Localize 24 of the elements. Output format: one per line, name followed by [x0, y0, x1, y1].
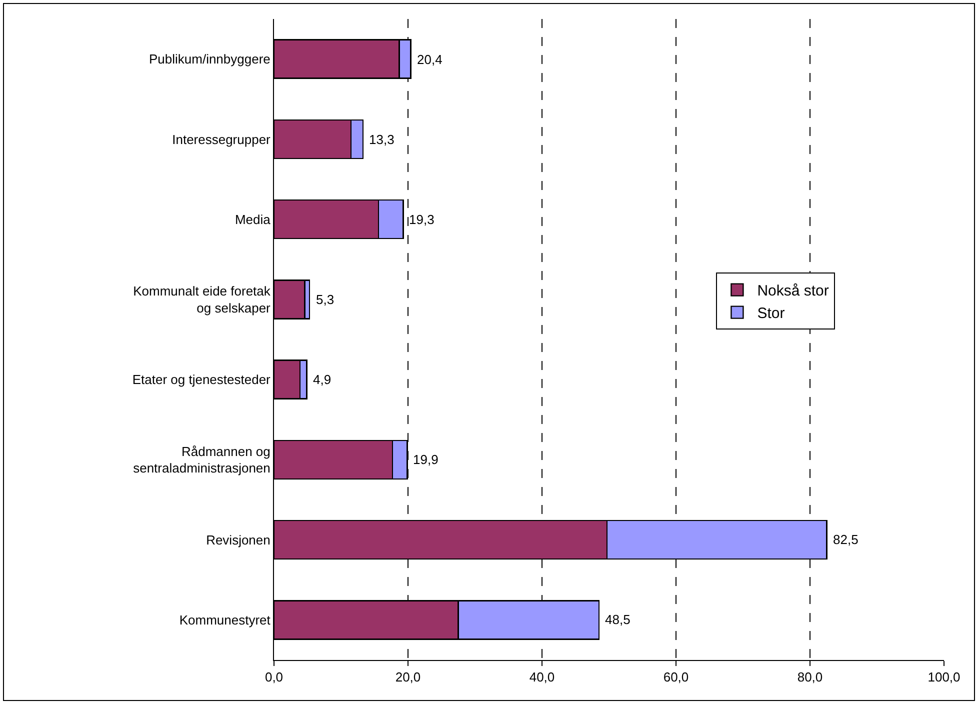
legend-label: Nokså stor	[757, 282, 829, 300]
x-tick-label: 60,0	[663, 670, 689, 685]
total-label: 5,3	[316, 292, 334, 307]
total-label: 13,3	[369, 132, 394, 147]
y-tick-label: Interessegrupper	[172, 132, 272, 147]
x-tick-label: 100,0	[928, 670, 960, 685]
total-label: 48,5	[605, 612, 630, 627]
total-label: 82,5	[833, 532, 858, 547]
x-tick-label: 80,0	[797, 670, 823, 685]
x-tick-label: 0,0	[264, 670, 284, 685]
y-tick-label: Publikum/innbyggere	[148, 52, 270, 67]
y-tick-label: Revisjonen	[206, 532, 270, 548]
y-tick-label: Etater og tjenestesteder	[132, 372, 272, 388]
y-tick-label: Kommunalt eide foretak og selskaper	[133, 284, 272, 316]
x-tick-label: 40,0	[529, 670, 555, 685]
total-label: 19,3	[409, 212, 434, 227]
y-tick-label: Kommunestyret	[179, 612, 271, 628]
x-tick-label: 20,0	[395, 670, 421, 685]
y-tick-label: Rådmannen og sentraladministrasjonen	[133, 444, 270, 476]
total-label: 20,4	[417, 52, 442, 67]
total-label: 4,9	[313, 372, 332, 387]
total-label: 19,9	[413, 452, 438, 467]
y-tick-label: Media	[234, 212, 272, 227]
legend-label: Stor	[757, 305, 785, 322]
